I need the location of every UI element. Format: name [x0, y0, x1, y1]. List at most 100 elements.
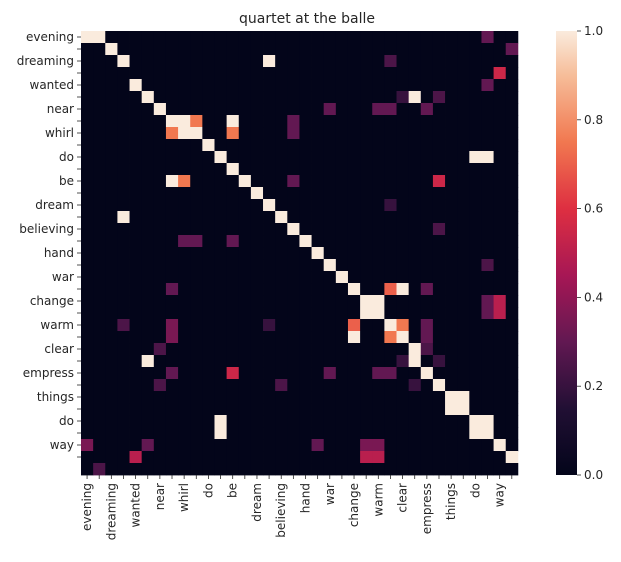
heatmap-cell	[81, 115, 94, 128]
heatmap-cell	[311, 127, 325, 140]
heatmap-cell	[299, 31, 312, 44]
heatmap-cell	[238, 283, 252, 296]
heatmap-cell	[311, 91, 325, 104]
heatmap-cell	[238, 391, 252, 404]
heatmap-cell	[323, 187, 337, 200]
heatmap-cell	[238, 259, 252, 272]
heatmap-cell	[141, 451, 155, 464]
heatmap-cell	[335, 415, 349, 428]
heatmap-cell	[202, 307, 215, 320]
heatmap-cell	[481, 463, 494, 476]
heatmap-cell	[481, 103, 494, 116]
heatmap-cell	[250, 343, 264, 356]
heatmap-cell	[420, 79, 434, 92]
heatmap-cell	[311, 151, 325, 164]
heatmap-cell	[287, 103, 300, 116]
heatmap-cell	[335, 271, 349, 284]
heatmap-cell	[360, 103, 373, 116]
heatmap-cell	[250, 283, 264, 296]
heatmap-cell	[190, 79, 203, 92]
heatmap-cell	[129, 55, 143, 68]
heatmap-cell	[469, 79, 482, 92]
heatmap-cell	[263, 247, 276, 260]
heatmap-cell	[408, 331, 422, 344]
heatmap-cell	[347, 211, 361, 224]
heatmap-cell	[445, 43, 458, 56]
heatmap-cell	[117, 319, 130, 332]
heatmap-cell	[214, 199, 228, 212]
colorbar-tick-label: 0.8	[584, 113, 603, 127]
heatmap-cell	[117, 391, 130, 404]
heatmap-cell	[165, 307, 179, 320]
heatmap-cell	[263, 103, 276, 116]
heatmap-cell	[505, 463, 519, 476]
heatmap-cell	[141, 103, 155, 116]
heatmap-cell	[263, 283, 276, 296]
heatmap-cell	[275, 247, 288, 260]
heatmap-cell	[360, 235, 373, 248]
heatmap-cell	[263, 259, 276, 272]
heatmap-cell	[287, 463, 300, 476]
heatmap-cell	[335, 259, 349, 272]
heatmap-cell	[323, 211, 337, 224]
heatmap-cell	[457, 295, 470, 308]
heatmap-cell	[311, 295, 325, 308]
heatmap-cell	[323, 463, 337, 476]
heatmap-cell	[263, 271, 276, 284]
heatmap-cell	[481, 31, 494, 44]
heatmap-cell	[214, 379, 228, 392]
heatmap-cell	[347, 151, 361, 164]
heatmap-cell	[263, 379, 276, 392]
heatmap-cell	[323, 163, 337, 176]
heatmap-cell	[81, 427, 94, 440]
heatmap-cell	[129, 127, 143, 140]
heatmap-cell	[481, 55, 494, 68]
heatmap-cell	[226, 151, 240, 164]
heatmap-cell	[469, 271, 482, 284]
heatmap-cell	[153, 427, 167, 440]
heatmap-cell	[360, 79, 373, 92]
heatmap-cell	[323, 331, 337, 344]
heatmap-cell	[505, 103, 519, 116]
heatmap-cell	[323, 295, 337, 308]
heatmap-cell	[93, 259, 106, 272]
y-tick-label: war	[52, 270, 74, 284]
heatmap-cell	[129, 415, 143, 428]
heatmap-cell	[396, 115, 410, 128]
heatmap-cell	[226, 331, 240, 344]
heatmap-cell	[226, 91, 240, 104]
heatmap-cell	[432, 235, 446, 248]
heatmap-cell	[275, 367, 288, 380]
heatmap-cell	[165, 379, 179, 392]
heatmap-cell	[372, 355, 385, 368]
heatmap-cell	[408, 55, 422, 68]
x-tick-label: do	[468, 483, 482, 498]
heatmap-cell	[238, 367, 252, 380]
heatmap-cell	[469, 427, 482, 440]
heatmap-cell	[178, 343, 191, 356]
heatmap-cell	[202, 403, 215, 416]
heatmap-cell	[153, 67, 167, 80]
heatmap-cell	[408, 91, 422, 104]
heatmap-cell	[384, 403, 397, 416]
heatmap-cell	[178, 379, 191, 392]
heatmap-cell	[117, 223, 130, 236]
heatmap-cell	[481, 439, 494, 452]
heatmap-cell	[335, 91, 349, 104]
heatmap-cell	[372, 283, 385, 296]
heatmap-cell	[408, 343, 422, 356]
heatmap-cell	[238, 127, 252, 140]
heatmap-cell	[311, 259, 325, 272]
heatmap-cell	[505, 55, 519, 68]
heatmap-cell	[372, 103, 385, 116]
heatmap-cell	[445, 463, 458, 476]
heatmap-cell	[190, 235, 203, 248]
heatmap-cell	[178, 223, 191, 236]
heatmap-cell	[335, 391, 349, 404]
heatmap-cell	[275, 427, 288, 440]
heatmap-cell	[275, 187, 288, 200]
heatmap-cell	[420, 55, 434, 68]
heatmap-cell	[287, 223, 300, 236]
heatmap-cell	[117, 451, 130, 464]
heatmap-cell	[238, 187, 252, 200]
